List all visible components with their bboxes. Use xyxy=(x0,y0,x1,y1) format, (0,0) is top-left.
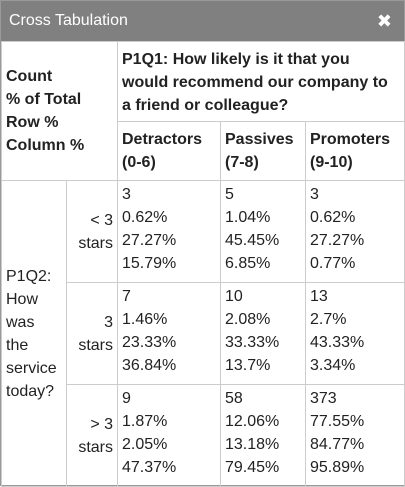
row-header-less-than-3-stars: < 3 stars xyxy=(66,180,118,283)
column-header-detractors: Detractors (0-6) xyxy=(117,121,221,181)
cell-column-percent: 13.7% xyxy=(225,357,271,374)
cell-row-percent: 13.18% xyxy=(225,436,280,453)
cell-column-percent: 79.45% xyxy=(225,459,280,476)
row-header-label: stars xyxy=(78,234,113,252)
column-header-label: Passives xyxy=(225,131,294,148)
cell-percent-total: 1.46% xyxy=(122,311,168,328)
row-header-label: stars xyxy=(78,438,113,456)
column-header-passives: Passives (7-8) xyxy=(220,121,306,181)
cell-count: 5 xyxy=(225,186,234,203)
cell-percent-total: 1.04% xyxy=(225,209,271,226)
row-header-label: > 3 xyxy=(90,415,113,433)
row-header-label: < 3 xyxy=(90,211,113,229)
legend-percent-total: % of Total xyxy=(6,91,82,108)
cell-percent-total: 0.62% xyxy=(310,209,356,226)
cell-count: 373 xyxy=(310,390,337,407)
cell-percent-total: 12.06% xyxy=(225,413,280,430)
cell-percent-total: 0.62% xyxy=(122,209,168,226)
table-cell: 7 1.46% 23.33% 36.84% xyxy=(117,282,221,385)
legend-column-percent: Column % xyxy=(6,137,85,154)
cell-count: 10 xyxy=(225,288,243,305)
cell-row-percent: 23.33% xyxy=(122,334,177,351)
column-header-label: Detractors xyxy=(122,131,203,148)
column-header-range: (0-6) xyxy=(122,154,156,171)
row-header-3-stars: 3 stars xyxy=(66,282,118,385)
cell-count: 7 xyxy=(122,288,131,305)
legend-row-percent: Row % xyxy=(6,114,59,131)
cell-count: 13 xyxy=(310,288,328,305)
column-question-header: P1Q1: How likely is it that you would re… xyxy=(116,41,405,122)
cell-count: 58 xyxy=(225,390,243,407)
cell-percent-total: 2.7% xyxy=(310,311,347,328)
cell-count: 9 xyxy=(122,390,131,407)
cell-row-percent: 45.45% xyxy=(225,232,280,249)
table-cell: 58 12.06% 13.18% 79.45% xyxy=(220,384,306,487)
dialog-title: Cross Tabulation xyxy=(9,12,128,29)
table-cell: 3 0.62% 27.27% 15.79% xyxy=(117,180,221,283)
cell-count: 3 xyxy=(122,186,131,203)
table-cell: 10 2.08% 33.33% 13.7% xyxy=(220,282,306,385)
cell-row-percent: 84.77% xyxy=(310,436,365,453)
column-header-label: Promoters xyxy=(310,131,391,148)
row-header-label: stars xyxy=(78,336,113,354)
statistics-legend: Count % of Total Row % Column % xyxy=(1,41,118,181)
table-cell: 13 2.7% 43.33% 3.34% xyxy=(304,282,405,385)
cell-column-percent: 15.79% xyxy=(122,255,177,272)
row-question-line: the xyxy=(6,336,29,354)
cell-row-percent: 27.27% xyxy=(122,232,177,249)
cell-row-percent: 33.33% xyxy=(225,334,280,351)
cell-percent-total: 1.87% xyxy=(122,413,168,430)
table-cell: 373 77.55% 84.77% 95.89% xyxy=(304,384,405,487)
cell-count: 3 xyxy=(310,186,319,203)
cell-row-percent: 2.05% xyxy=(122,436,168,453)
cell-column-percent: 95.89% xyxy=(310,459,365,476)
column-header-range: (7-8) xyxy=(225,154,259,171)
row-header-label: 3 xyxy=(104,313,113,331)
cell-percent-total: 77.55% xyxy=(310,413,365,430)
column-header-range: (9-10) xyxy=(310,154,353,171)
cell-column-percent: 47.37% xyxy=(122,459,177,476)
row-question-line: P1Q2: xyxy=(6,267,52,285)
cell-column-percent: 6.85% xyxy=(225,255,271,272)
row-question-line: How xyxy=(6,290,39,308)
cell-row-percent: 43.33% xyxy=(310,334,365,351)
column-header-promoters: Promoters (9-10) xyxy=(304,121,405,181)
cell-column-percent: 3.34% xyxy=(310,357,356,374)
row-question-line: was xyxy=(6,313,35,331)
table-cell: 5 1.04% 45.45% 6.85% xyxy=(220,180,306,283)
column-question-text: P1Q1: How likely is it that you would re… xyxy=(122,51,388,114)
row-question-line: today? xyxy=(6,382,55,400)
cell-percent-total: 2.08% xyxy=(225,311,271,328)
table-cell: 9 1.87% 2.05% 47.37% xyxy=(117,384,221,487)
table-cell: 3 0.62% 27.27% 0.77% xyxy=(304,180,405,283)
dialog-titlebar: Cross Tabulation ✖ xyxy=(1,1,404,41)
cell-column-percent: 36.84% xyxy=(122,357,177,374)
row-question-line: service xyxy=(6,359,57,377)
cell-row-percent: 27.27% xyxy=(310,232,365,249)
row-question-header: P1Q2: How was the service today? xyxy=(1,180,67,487)
close-icon[interactable]: ✖ xyxy=(376,11,392,31)
row-header-greater-than-3-stars: > 3 stars xyxy=(66,384,118,487)
legend-count: Count xyxy=(6,68,53,85)
crosstab-table: Count % of Total Row % Column % P1Q1: Ho… xyxy=(1,41,405,487)
cell-column-percent: 0.77% xyxy=(310,255,356,272)
